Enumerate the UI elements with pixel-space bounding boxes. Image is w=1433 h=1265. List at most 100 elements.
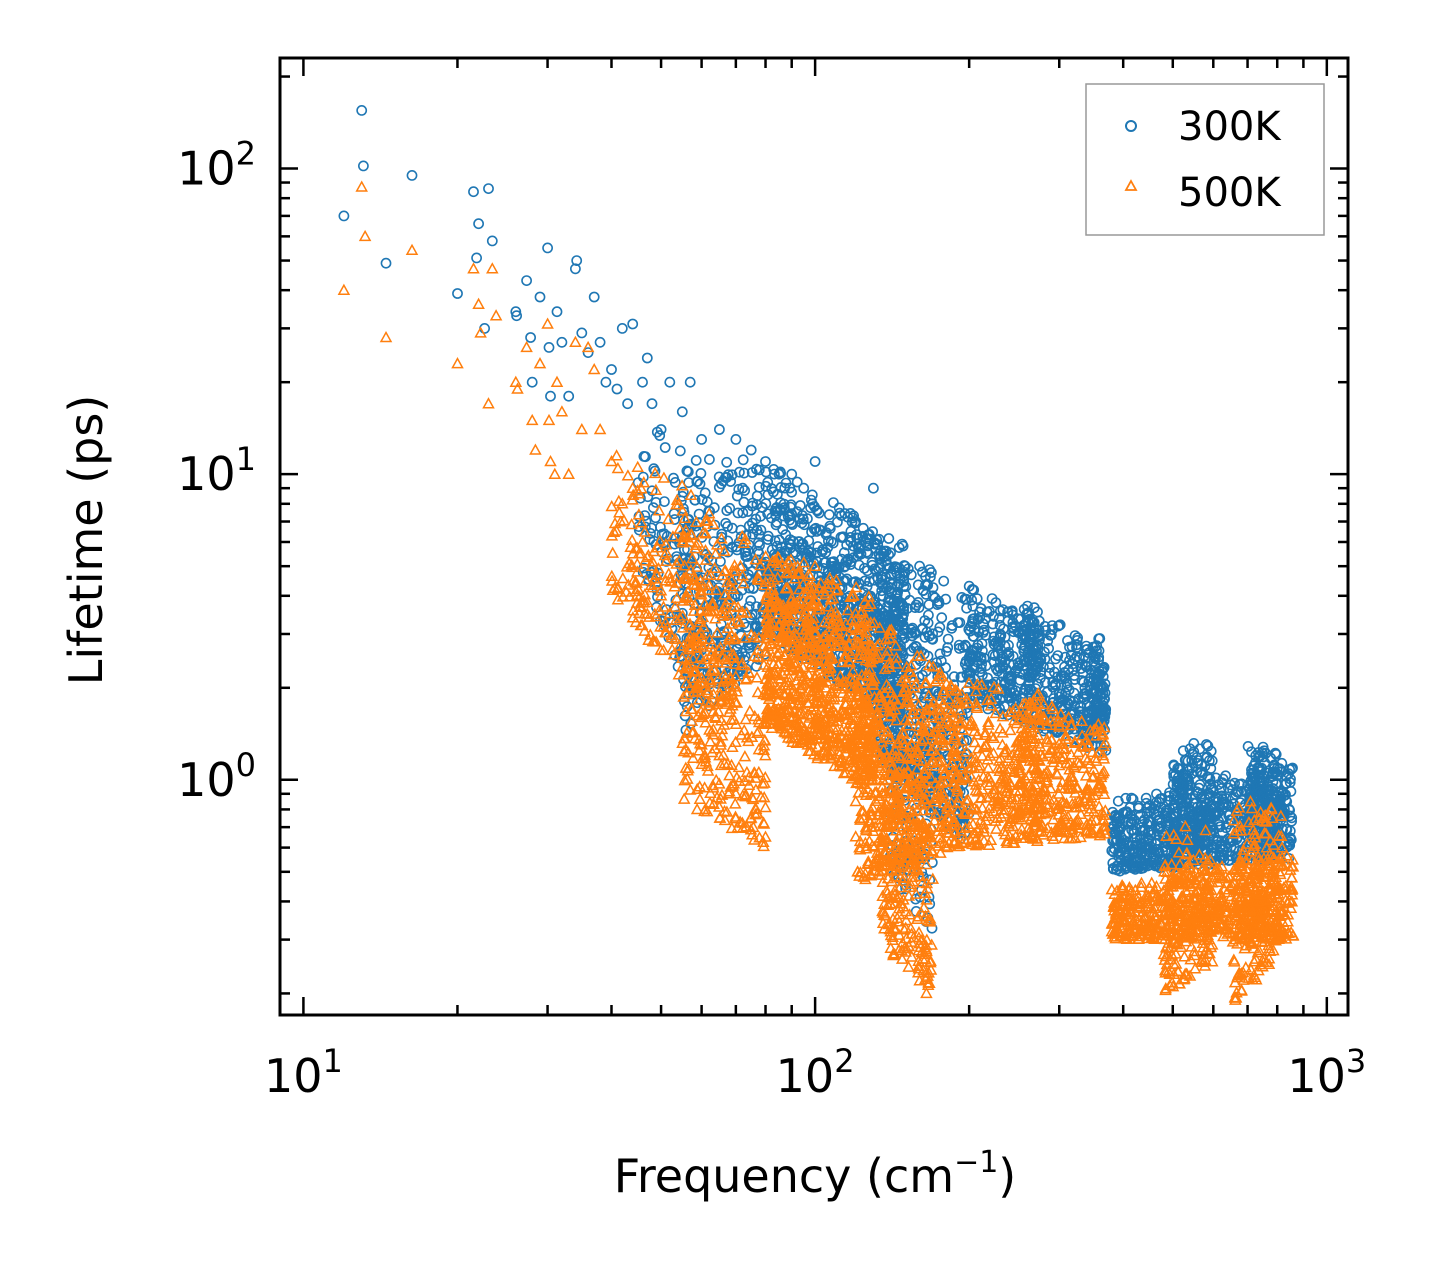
data-point-300k bbox=[738, 618, 750, 630]
data-point-300k bbox=[741, 572, 753, 583]
data-point-300k bbox=[649, 465, 661, 477]
data-point-300k bbox=[862, 565, 873, 577]
data-point-500k bbox=[743, 704, 757, 716]
data-point-300k bbox=[885, 569, 897, 580]
data-point-500k bbox=[555, 405, 569, 417]
data-point-500k bbox=[358, 229, 372, 242]
data-point-300k bbox=[525, 332, 536, 343]
data-point-300k bbox=[637, 376, 648, 388]
data-point-300k bbox=[722, 521, 733, 532]
data-point-300k bbox=[639, 510, 651, 521]
data-point-300k bbox=[783, 538, 795, 549]
data-point-500k bbox=[541, 317, 554, 329]
data-point-300k bbox=[582, 347, 594, 358]
data-point-300k bbox=[747, 565, 758, 577]
data-point-300k bbox=[860, 536, 871, 548]
data-point-300k bbox=[732, 507, 744, 519]
data-point-500k bbox=[606, 546, 619, 558]
data-point-300k bbox=[701, 659, 712, 671]
data-point-300k bbox=[769, 468, 780, 480]
data-point-300k bbox=[780, 529, 792, 541]
data-point-300k bbox=[809, 456, 821, 467]
data-point-500k bbox=[355, 180, 368, 192]
data-point-300k bbox=[646, 398, 658, 410]
data-point-300k bbox=[724, 502, 736, 514]
data-point-300k bbox=[747, 528, 759, 540]
data-point-500k bbox=[482, 397, 495, 409]
data-point-300k bbox=[691, 476, 703, 488]
data-point-500k bbox=[472, 297, 485, 309]
data-point-300k bbox=[731, 490, 743, 502]
data-point-300k bbox=[778, 498, 790, 510]
data-point-300k bbox=[694, 478, 706, 490]
data-point-300k bbox=[791, 506, 803, 517]
data-point-300k bbox=[753, 481, 765, 493]
data-point-300k bbox=[755, 524, 767, 536]
data-point-300k bbox=[486, 235, 498, 247]
data-point-300k bbox=[526, 376, 538, 388]
data-point-500k bbox=[631, 460, 644, 473]
data-point-300k bbox=[828, 497, 839, 508]
data-point-300k bbox=[733, 483, 745, 495]
data-point-300k bbox=[738, 467, 750, 479]
data-point-300k bbox=[797, 513, 809, 525]
data-point-300k bbox=[840, 556, 852, 568]
data-point-300k bbox=[699, 487, 711, 499]
data-point-300k bbox=[696, 433, 707, 445]
data-point-300k bbox=[677, 486, 689, 498]
data-point-300k bbox=[809, 523, 820, 535]
data-point-300k bbox=[682, 466, 694, 478]
data-point-300k bbox=[357, 160, 369, 172]
data-point-500k bbox=[587, 362, 601, 375]
data-point-500k bbox=[451, 357, 464, 369]
data-point-300k bbox=[803, 535, 815, 547]
data-point-300k bbox=[676, 406, 688, 418]
data-point-500k bbox=[738, 750, 752, 762]
data-point-300k bbox=[762, 530, 774, 542]
data-point-300k bbox=[659, 442, 671, 453]
data-point-300k bbox=[521, 275, 532, 286]
data-point-300k bbox=[868, 482, 879, 494]
data-point-500k bbox=[593, 422, 607, 435]
data-point-300k bbox=[734, 466, 745, 478]
data-point-300k bbox=[689, 494, 701, 506]
data-point-300k bbox=[780, 477, 792, 489]
data-point-300k bbox=[721, 505, 733, 516]
data-point-300k bbox=[841, 539, 853, 551]
data-point-500k bbox=[529, 443, 542, 455]
data-point-300k bbox=[1022, 600, 1033, 612]
data-point-300k bbox=[641, 352, 653, 364]
data-point-300k bbox=[726, 469, 738, 481]
data-point-300k bbox=[798, 482, 810, 494]
data-point-500k bbox=[337, 283, 351, 295]
data-point-500k bbox=[625, 533, 639, 546]
data-point-300k bbox=[786, 468, 798, 480]
data-point-500k bbox=[542, 413, 556, 426]
data-point-300k bbox=[716, 629, 728, 641]
data-point-300k bbox=[770, 519, 782, 531]
data-point-500k bbox=[550, 375, 564, 387]
data-point-500k bbox=[575, 422, 589, 435]
data-point-300k bbox=[814, 524, 825, 536]
data-point-500k bbox=[379, 330, 393, 343]
data-point-300k bbox=[770, 503, 782, 514]
data-point-300k bbox=[914, 560, 925, 572]
data-point-300k bbox=[684, 376, 696, 388]
data-point-300k bbox=[780, 547, 791, 559]
data-point-500k bbox=[467, 262, 480, 274]
data-points-layer bbox=[337, 105, 1300, 1005]
data-point-300k bbox=[658, 528, 670, 540]
data-point-300k bbox=[760, 456, 771, 467]
data-point-300k bbox=[896, 538, 908, 550]
data-point-500k bbox=[486, 262, 499, 274]
data-point-300k bbox=[556, 336, 568, 348]
data-point-300k bbox=[675, 650, 686, 662]
data-point-500k bbox=[509, 375, 523, 387]
data-point-300k bbox=[659, 496, 670, 507]
data-point-300k bbox=[674, 445, 686, 457]
data-point-300k bbox=[971, 593, 983, 605]
data-point-300k bbox=[588, 291, 600, 303]
data-point-500k bbox=[562, 467, 575, 479]
data-point-300k bbox=[668, 508, 680, 520]
